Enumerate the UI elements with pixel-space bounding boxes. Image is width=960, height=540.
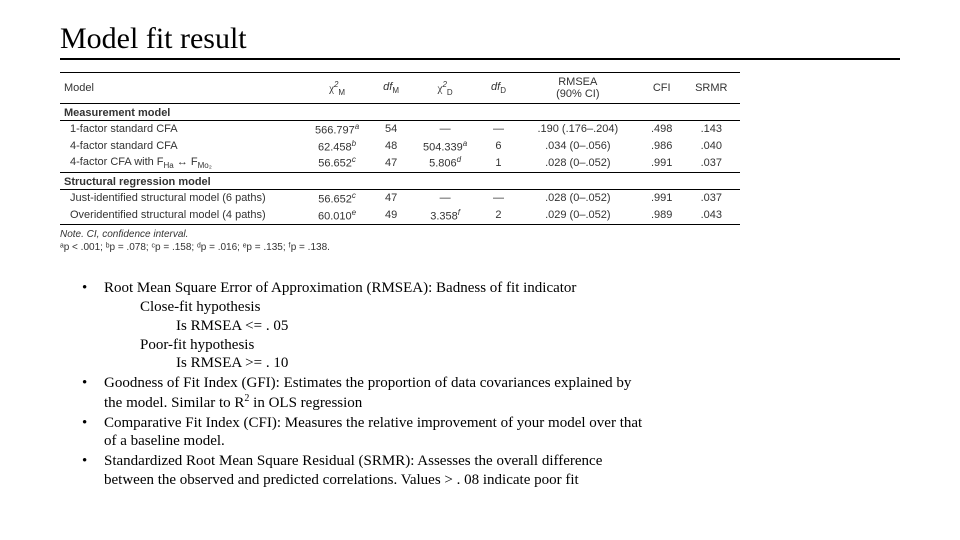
bullet-list: Root Mean Square Error of Approximation …: [60, 279, 900, 489]
col-chi-d: χ2D: [408, 73, 482, 104]
section-measurement: Measurement model: [60, 104, 740, 121]
section-structural: Structural regression model: [60, 172, 740, 189]
table-pvalues: ᵃp < .001; ᵇp = .078; ᶜp = .158; ᵈp = .0…: [60, 242, 740, 253]
sub-poor-fit-val: Is RMSEA >= . 10: [104, 354, 900, 373]
bullet-cfi: Comparative Fit Index (CFI): Measures th…: [60, 414, 900, 452]
sub-poor-fit: Poor-fit hypothesis: [104, 336, 900, 355]
bullet-gfi: Goodness of Fit Index (GFI): Estimates t…: [60, 374, 900, 413]
col-dfm: dfM: [374, 73, 408, 104]
fit-table: Model χ2M dfM χ2D dfD RMSEA(90% CI) CFI …: [60, 72, 740, 253]
table-row: Overidentified structural model (4 paths…: [60, 207, 740, 225]
table-row: 4-factor standard CFA 62.458b 48 504.339…: [60, 138, 740, 155]
col-rmsea: RMSEA(90% CI): [515, 73, 641, 104]
table-note: Note. CI, confidence interval.: [60, 229, 740, 240]
table-row: 4-factor CFA with FHa ↔ FMo₂ 56.652c 47 …: [60, 154, 740, 172]
col-dfd: dfD: [482, 73, 515, 104]
sub-close-fit: Close-fit hypothesis: [104, 298, 900, 317]
table-row: Just-identified structural model (6 path…: [60, 189, 740, 206]
table-row: 1-factor standard CFA 566.797a 54 — — .1…: [60, 121, 740, 138]
table-header-row: Model χ2M dfM χ2D dfD RMSEA(90% CI) CFI …: [60, 73, 740, 104]
bullet-rmsea: Root Mean Square Error of Approximation …: [60, 279, 900, 373]
sub-close-fit-val: Is RMSEA <= . 05: [104, 317, 900, 336]
bullet-srmr: Standardized Root Mean Square Residual (…: [60, 452, 900, 490]
col-model: Model: [60, 73, 300, 104]
col-srmr: SRMR: [683, 73, 740, 104]
col-cfi: CFI: [641, 73, 683, 104]
page-title: Model fit result: [60, 22, 900, 60]
col-chi-m: χ2M: [300, 73, 374, 104]
